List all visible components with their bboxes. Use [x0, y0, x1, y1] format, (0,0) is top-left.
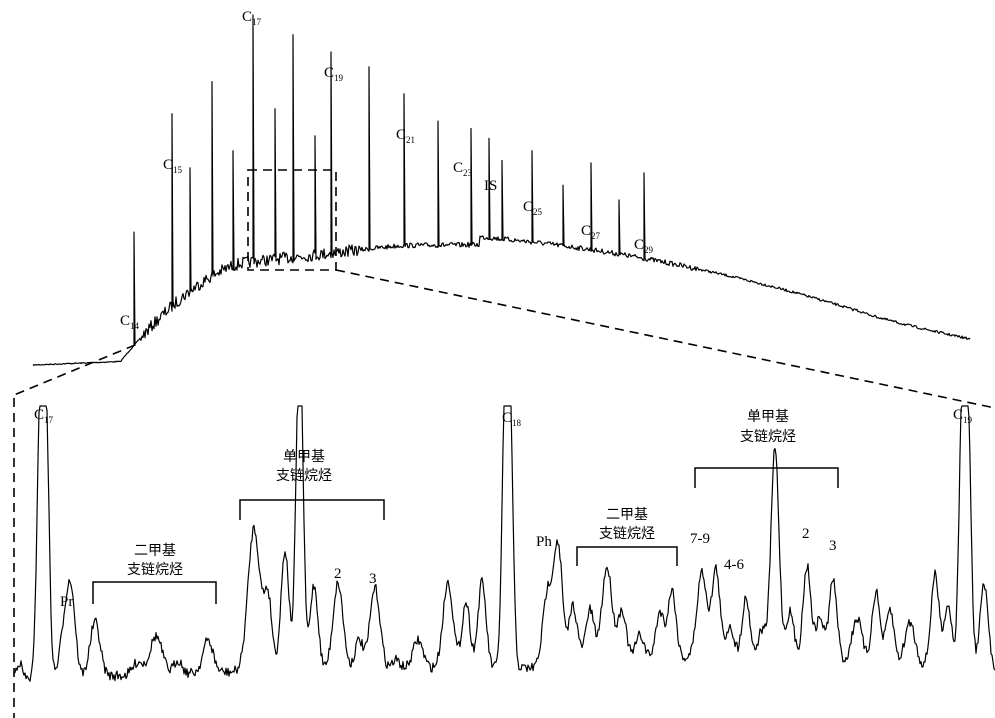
group-label-monomethyl-1-line1: 单甲基 [283, 448, 325, 465]
zoom-peak-label-pr: Pr [60, 594, 73, 610]
zoom-peak-label-2b: 2 [802, 526, 810, 542]
peak-label-c25: C25 [523, 199, 543, 217]
peak-label-c23: C23 [453, 160, 473, 178]
bracket-dimethyl-2 [576, 546, 678, 566]
zoom-peak-label-c18: C18 [502, 410, 522, 428]
zoomed-chromatogram-trace [13, 405, 995, 682]
peak-label-c15: C15 [163, 157, 183, 175]
zoom-peak-label-3a: 3 [369, 571, 377, 587]
zoom-peak-label-2a: 2 [334, 566, 342, 582]
group-label-monomethyl-2-line2: 支链烷烃 [740, 429, 796, 445]
zoom-peak-label-ph: Ph [536, 534, 552, 550]
peak-label-c19: C19 [324, 65, 344, 83]
group-label-dimethyl-1-line1: 二甲基 [134, 542, 176, 559]
group-label-dimethyl-1-line2: 支链烷烃 [127, 562, 183, 578]
peak-label-c17: C17 [242, 9, 262, 27]
bracket-monomethyl-1 [239, 499, 385, 520]
zoom-region-box [247, 169, 337, 271]
zoom-guide-left [13, 344, 136, 396]
group-label-monomethyl-1-line2: 支链烷烃 [276, 468, 332, 484]
peak-label-c21: C21 [396, 127, 415, 145]
zoom-peak-label-c17: C17 [34, 407, 54, 425]
peak-label-c14: C14 [120, 313, 140, 331]
bracket-dimethyl-1 [92, 581, 217, 604]
peak-label-c27: C27 [581, 223, 601, 241]
zoom-guide-right [335, 269, 995, 409]
peak-label-c29: C29 [634, 237, 654, 255]
group-label-dimethyl-2-line1: 二甲基 [606, 506, 648, 523]
zoom-peak-label-c19: C19 [953, 407, 973, 425]
group-label-monomethyl-2-line1: 单甲基 [747, 408, 789, 425]
full-chromatogram: C14 C15 C17 C19 C21 C23 IS C25 C27 C29 [13, 9, 995, 718]
full-chromatogram-trace [32, 14, 971, 366]
bracket-monomethyl-2 [694, 467, 839, 488]
peak-label-is: IS [484, 178, 497, 194]
zoomed-chromatogram: C17 Pr C18 Ph C19 2 3 7-9 4-6 2 3 二甲基 支链… [13, 405, 995, 682]
zoom-peak-label-4-6: 4-6 [724, 557, 744, 573]
zoom-peak-label-7-9: 7-9 [690, 531, 710, 547]
zoom-peak-label-3b: 3 [829, 538, 837, 554]
group-label-dimethyl-2-line2: 支链烷烃 [599, 526, 655, 542]
